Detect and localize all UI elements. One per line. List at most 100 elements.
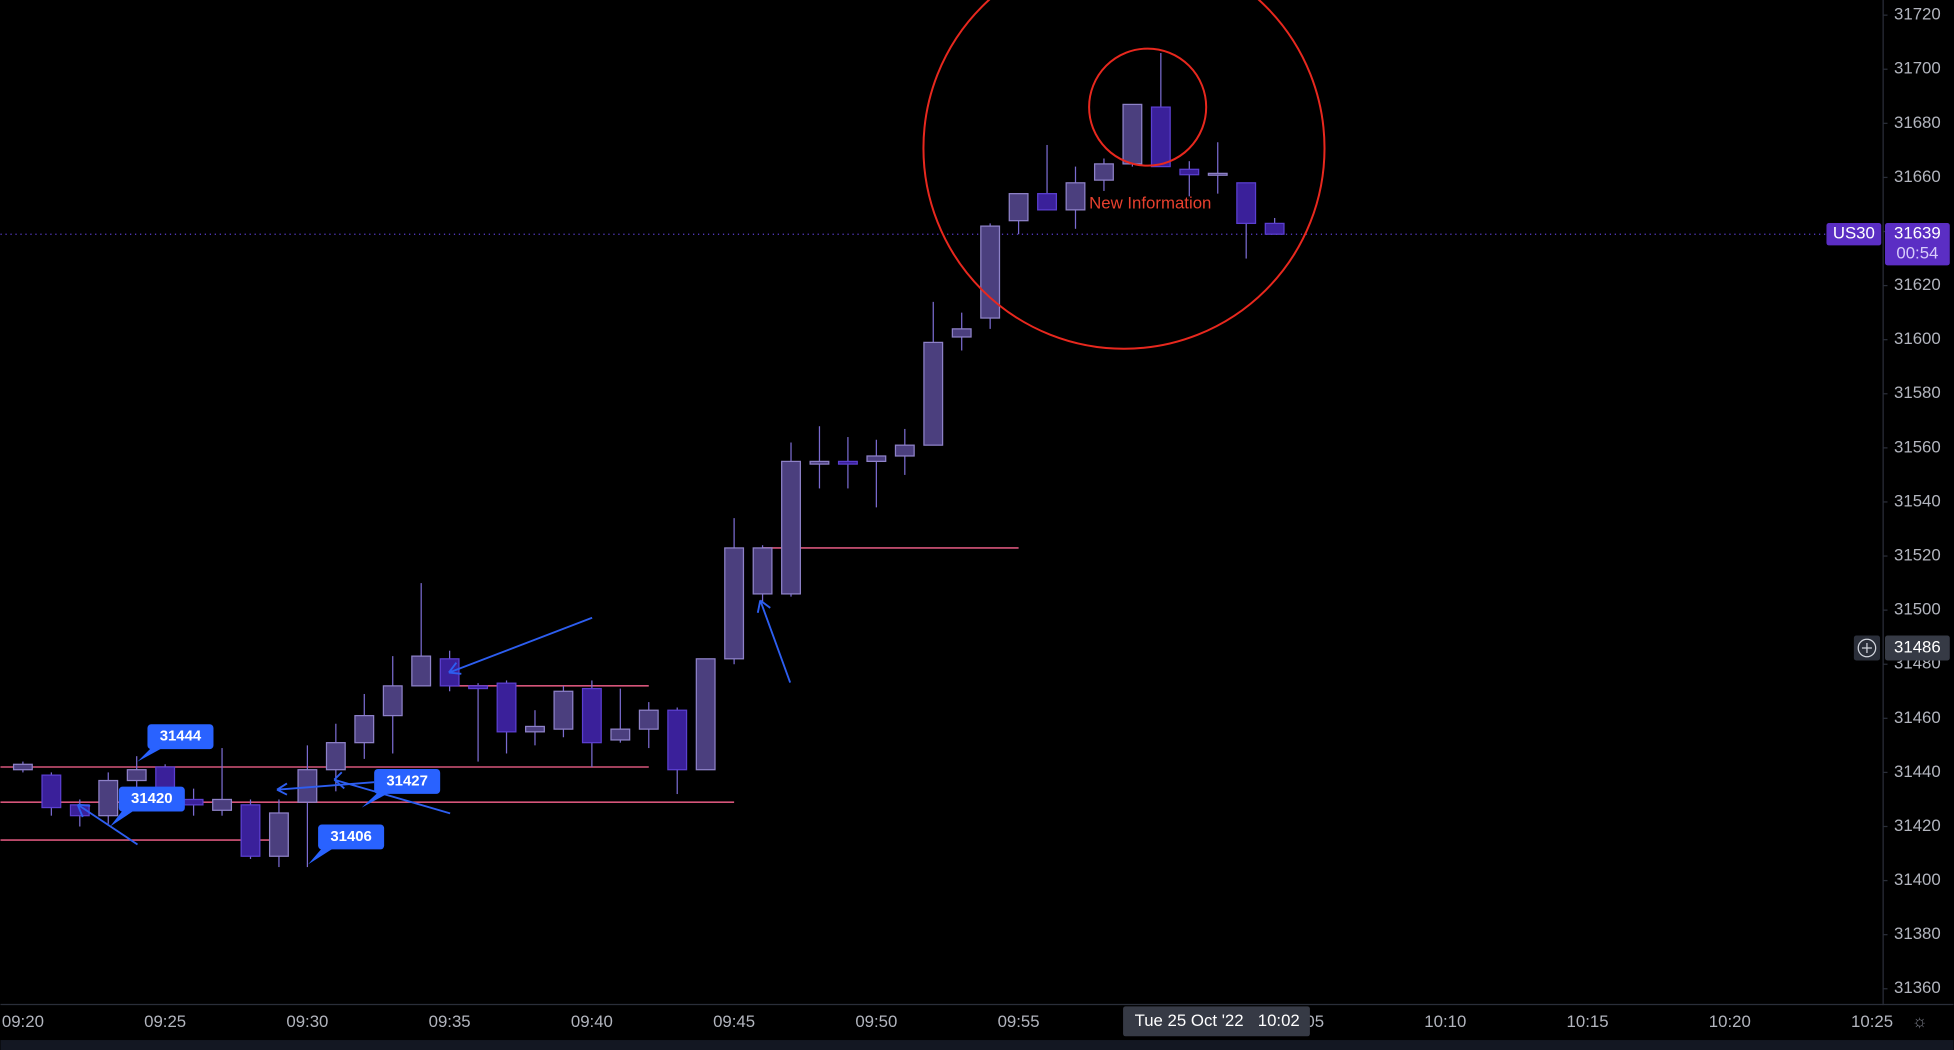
symbol-label-bg [1826,223,1882,246]
candle-body [1008,193,1029,222]
arrow [76,803,139,846]
candle [382,656,403,754]
arrow-drawings [76,599,792,846]
circle-drawing [922,0,1326,350]
candle [894,428,915,475]
candle-body [1264,222,1285,235]
crosshair-price-label: 31486 [1894,637,1941,656]
x-tick-label: 10:15 [1567,1012,1609,1031]
candle [695,658,716,771]
y-tick-label: 31440 [1894,762,1941,781]
candle [951,312,972,351]
candle [240,799,261,859]
x-tick-label: 09:25 [144,1012,186,1031]
callout-box [318,824,385,850]
callout-pointer [137,746,165,762]
candle [354,693,375,759]
candle-body [638,709,659,730]
candle-body [1150,106,1171,168]
candle [1236,182,1257,259]
callout-pointer [361,791,392,808]
price-axis [1883,0,1954,1050]
candle [1150,53,1171,168]
candle [98,772,119,824]
arrow [276,781,375,796]
callout-label: 31427 [386,772,428,789]
candle [781,442,801,597]
y-tick-label: 31660 [1894,167,1941,186]
candle-body [496,682,517,733]
callout-pointer [308,846,336,865]
y-tick-label: 31420 [1894,816,1941,835]
candle [41,772,62,816]
y-tick-label: 31540 [1894,491,1941,510]
y-tick-label: 31620 [1894,275,1941,294]
crosshair-price-bg [1885,635,1950,661]
candle-body [1236,182,1257,225]
circle-drawing [1088,47,1208,167]
candle-body [1037,193,1058,211]
candle-body [98,779,119,817]
candle [667,707,688,795]
callout-label: 31420 [131,790,173,807]
x-tick-label: 09:20 [2,1012,44,1031]
y-tick-label: 31460 [1894,708,1941,727]
callout-box [374,768,441,794]
x-tick-label: 09:45 [713,1012,755,1031]
candle [496,680,517,754]
candle [1065,166,1086,229]
y-tick-label: 31360 [1894,978,1941,997]
candle-body [951,328,972,338]
candle-body [553,690,574,730]
symbol-label: US30 [1833,224,1875,243]
callout-box [118,786,185,812]
x-tick-label: 09:30 [286,1012,328,1031]
candle-body [525,725,545,733]
candle-body [724,547,745,660]
candle-body [809,460,830,465]
callouts: 31444 31420 31427 31406 [110,724,441,865]
annotation: New Information [1089,194,1211,213]
candle-body [12,763,33,771]
candle [1179,161,1200,197]
candle-body [923,341,944,446]
arrow [448,616,593,675]
candle [610,688,631,743]
candle [212,748,233,816]
candle-body [1093,163,1114,181]
candle-body [1207,172,1228,176]
candle [1037,144,1058,211]
y-tick-label: 31380 [1894,924,1941,943]
countdown-label: 00:54 [1896,244,1938,263]
footer-bar [0,1040,1954,1050]
candle [809,426,830,489]
axis-labels: 3136031380314003142031440314603148031500… [2,5,1950,1037]
candle [1008,193,1029,235]
candle [1264,217,1285,235]
settings-icon[interactable]: ☼ [1912,1011,1928,1031]
callout-label: 31444 [160,728,202,745]
candle-body [1065,182,1086,211]
candle-body [610,728,631,741]
crosshair-time-label: 10:02 [1258,1011,1300,1030]
candle-body [980,225,1001,319]
candle [411,583,432,687]
x-tick-label: 10:20 [1709,1012,1751,1031]
candle-body [894,444,915,457]
candle-body [41,774,62,809]
x-tick-label: 09:35 [429,1012,471,1031]
candle-body [126,769,147,782]
candle-body [382,685,403,717]
candle [297,745,318,868]
y-tick-label: 31520 [1894,545,1941,564]
y-tick-label: 31500 [1894,600,1941,619]
candle-body [1122,103,1143,165]
candle-body [354,714,375,744]
last-price-label: 31639 [1894,224,1941,243]
crosshair-plus-icon [1857,638,1877,658]
x-tick-label: 10:25 [1851,1012,1893,1031]
y-tick-label: 31720 [1894,5,1941,24]
candle [12,761,33,773]
